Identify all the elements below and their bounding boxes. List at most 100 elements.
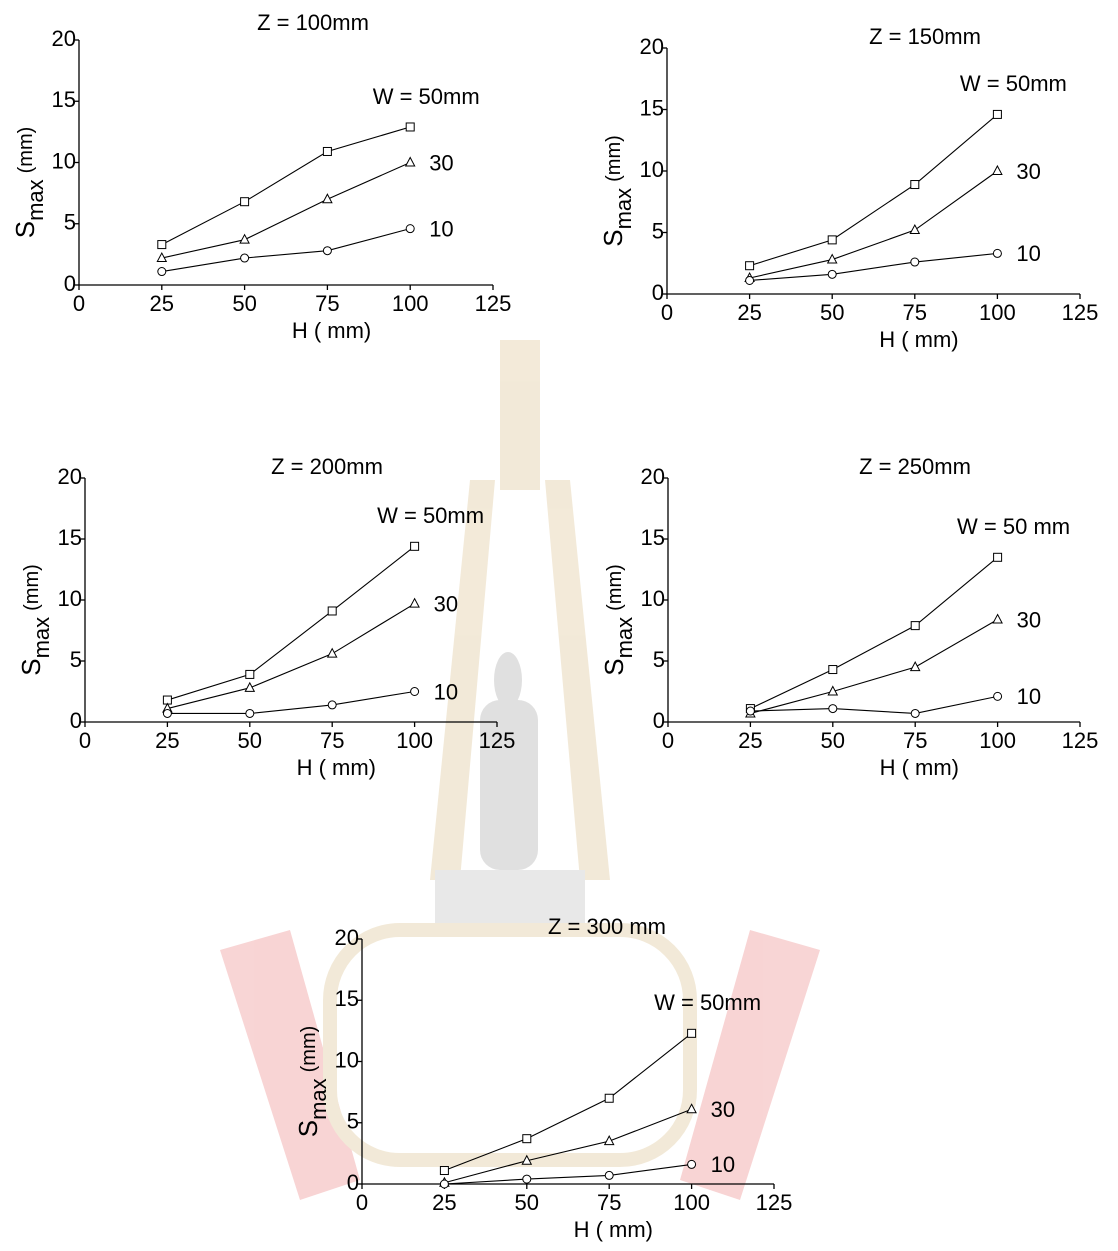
marker [909, 661, 921, 672]
x-tick-label: 75 [320, 728, 344, 753]
marker [239, 233, 250, 244]
y-tick-label: 10 [641, 586, 665, 611]
x-tick-label: 50 [238, 728, 262, 753]
series-label: 30 [1017, 607, 1041, 632]
marker [405, 224, 415, 234]
marker [404, 156, 416, 167]
x-axis-label: H ( mm) [880, 755, 959, 780]
y-tick-label: 20 [58, 464, 82, 489]
marker [410, 687, 420, 696]
y-label-main: S [599, 658, 629, 675]
x-axis-label: H ( mm) [297, 755, 376, 780]
x-tick-label: 0 [356, 1190, 368, 1215]
y-tick-label: 0 [70, 708, 82, 733]
series-label: 30 [711, 1097, 735, 1122]
marker [993, 552, 1003, 562]
x-tick-label: 50 [515, 1190, 539, 1215]
y-tick-label: 0 [64, 271, 76, 296]
series-label: 10 [434, 679, 458, 704]
y-tick-label: 20 [52, 26, 76, 51]
marker [522, 1134, 532, 1144]
marker [745, 261, 755, 271]
y-label-sub: max [306, 1078, 331, 1120]
x-tick-label: 50 [820, 300, 844, 325]
marker [322, 246, 332, 256]
marker [686, 1103, 697, 1114]
y-tick-label: 0 [653, 708, 665, 733]
marker [326, 647, 338, 658]
x-axis-label: H ( mm) [292, 318, 371, 343]
marker [244, 681, 256, 692]
marker [240, 253, 250, 263]
watermark [220, 340, 820, 1200]
series-label: 10 [1017, 684, 1041, 709]
y-tick-label: 0 [347, 1170, 359, 1195]
series-label: W = 50 mm [957, 514, 1070, 539]
series-label: 10 [429, 216, 453, 241]
x-tick-label: 0 [73, 291, 85, 316]
series-line [750, 695, 998, 715]
series-line [167, 545, 415, 701]
x-tick-label: 0 [661, 300, 673, 325]
y-tick-label: 5 [70, 647, 82, 672]
series-label: 10 [711, 1152, 735, 1177]
x-tick-label: 75 [597, 1190, 621, 1215]
y-tick-label: 10 [640, 157, 664, 182]
series-line [167, 603, 415, 710]
y-label-unit: (mm) [603, 135, 625, 182]
x-tick-label: 0 [662, 728, 674, 753]
marker [240, 197, 250, 207]
marker [827, 269, 837, 279]
x-axis-label: H ( mm) [879, 327, 958, 352]
marker [827, 685, 839, 696]
marker [245, 708, 255, 718]
series-line [749, 170, 998, 279]
marker [604, 1093, 614, 1103]
x-tick-label: 25 [155, 728, 179, 753]
marker [245, 669, 255, 679]
series-line [750, 619, 998, 714]
series-line [749, 114, 998, 267]
y-tick-label: 5 [652, 218, 664, 243]
marker [604, 1170, 614, 1180]
x-tick-label: 125 [479, 728, 516, 753]
marker [992, 164, 1003, 175]
marker [745, 706, 755, 716]
x-tick-label: 125 [1062, 300, 1099, 325]
x-tick-label: 100 [979, 728, 1016, 753]
y-axis-label: Smax (mm) [293, 1026, 331, 1138]
marker [687, 1159, 697, 1169]
chart: Z = 200mm 0 25 50 75 100 125 0 5 10 15 20 H ( mm) Sma… [16, 454, 515, 780]
marker [909, 223, 921, 235]
marker [327, 606, 337, 616]
y-tick-label: 15 [640, 95, 664, 120]
chart: Z = 100mm 0 25 50 75 100 125 0 5 10 15 20 H ( mm) Sma… [10, 10, 511, 343]
x-tick-label: 75 [315, 291, 339, 316]
y-tick-label: 10 [335, 1047, 359, 1072]
marker [828, 665, 838, 675]
y-label-unit: (mm) [21, 564, 43, 611]
marker [745, 275, 755, 285]
x-axis-label: H ( mm) [574, 1217, 653, 1242]
series-line [161, 161, 411, 259]
marker [687, 1028, 697, 1038]
y-tick-label: 20 [640, 34, 664, 59]
y-axis-label: Smax (mm) [599, 564, 637, 676]
x-tick-label: 25 [738, 728, 762, 753]
chart-title: Z = 200mm [271, 454, 383, 479]
x-tick-label: 50 [821, 728, 845, 753]
y-tick-label: 15 [335, 986, 359, 1011]
x-tick-label: 0 [79, 728, 91, 753]
y-label-sub: max [23, 179, 48, 221]
series-line [161, 228, 411, 273]
y-tick-label: 5 [347, 1109, 359, 1134]
series-label: W = 50mm [377, 503, 484, 528]
y-label-main: S [293, 1120, 323, 1137]
y-axis-label: Smax (mm) [10, 127, 48, 239]
x-tick-label: 25 [150, 291, 174, 316]
marker [322, 193, 333, 204]
marker [910, 180, 920, 190]
chart-title: Z = 300 mm [548, 914, 666, 939]
y-tick-label: 5 [653, 647, 665, 672]
